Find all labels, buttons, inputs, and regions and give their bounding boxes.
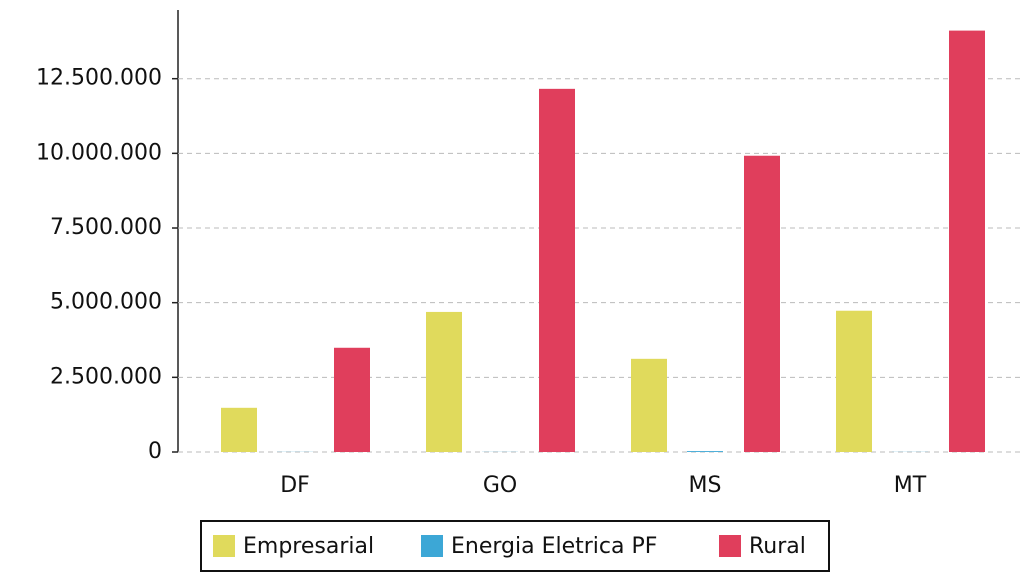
bar xyxy=(687,451,723,452)
legend-label: Empresarial xyxy=(243,534,374,559)
legend-label: Rural xyxy=(749,534,806,559)
x-tick-label: MT xyxy=(894,473,927,498)
y-tick-label: 10.000.000 xyxy=(36,140,162,165)
legend-swatch xyxy=(213,535,235,557)
y-tick-label: 5.000.000 xyxy=(50,290,162,315)
bar xyxy=(221,407,257,452)
y-tick-label: 12.500.000 xyxy=(36,66,162,91)
legend-swatch xyxy=(421,535,443,557)
bar xyxy=(949,30,985,453)
x-tick-label: MS xyxy=(689,473,722,498)
x-tick-label: GO xyxy=(483,473,517,498)
bar xyxy=(539,88,575,452)
bar xyxy=(426,311,462,452)
y-tick-label: 0 xyxy=(148,439,162,464)
bar xyxy=(744,155,780,452)
y-tick-label: 7.500.000 xyxy=(50,215,162,240)
bar xyxy=(836,310,872,452)
x-tick-label: DF xyxy=(280,473,310,498)
y-tick-label: 2.500.000 xyxy=(50,364,162,389)
legend-swatch xyxy=(719,535,741,557)
bar xyxy=(334,347,370,452)
legend-label: Energia Eletrica PF xyxy=(451,534,657,559)
bar xyxy=(631,358,667,452)
